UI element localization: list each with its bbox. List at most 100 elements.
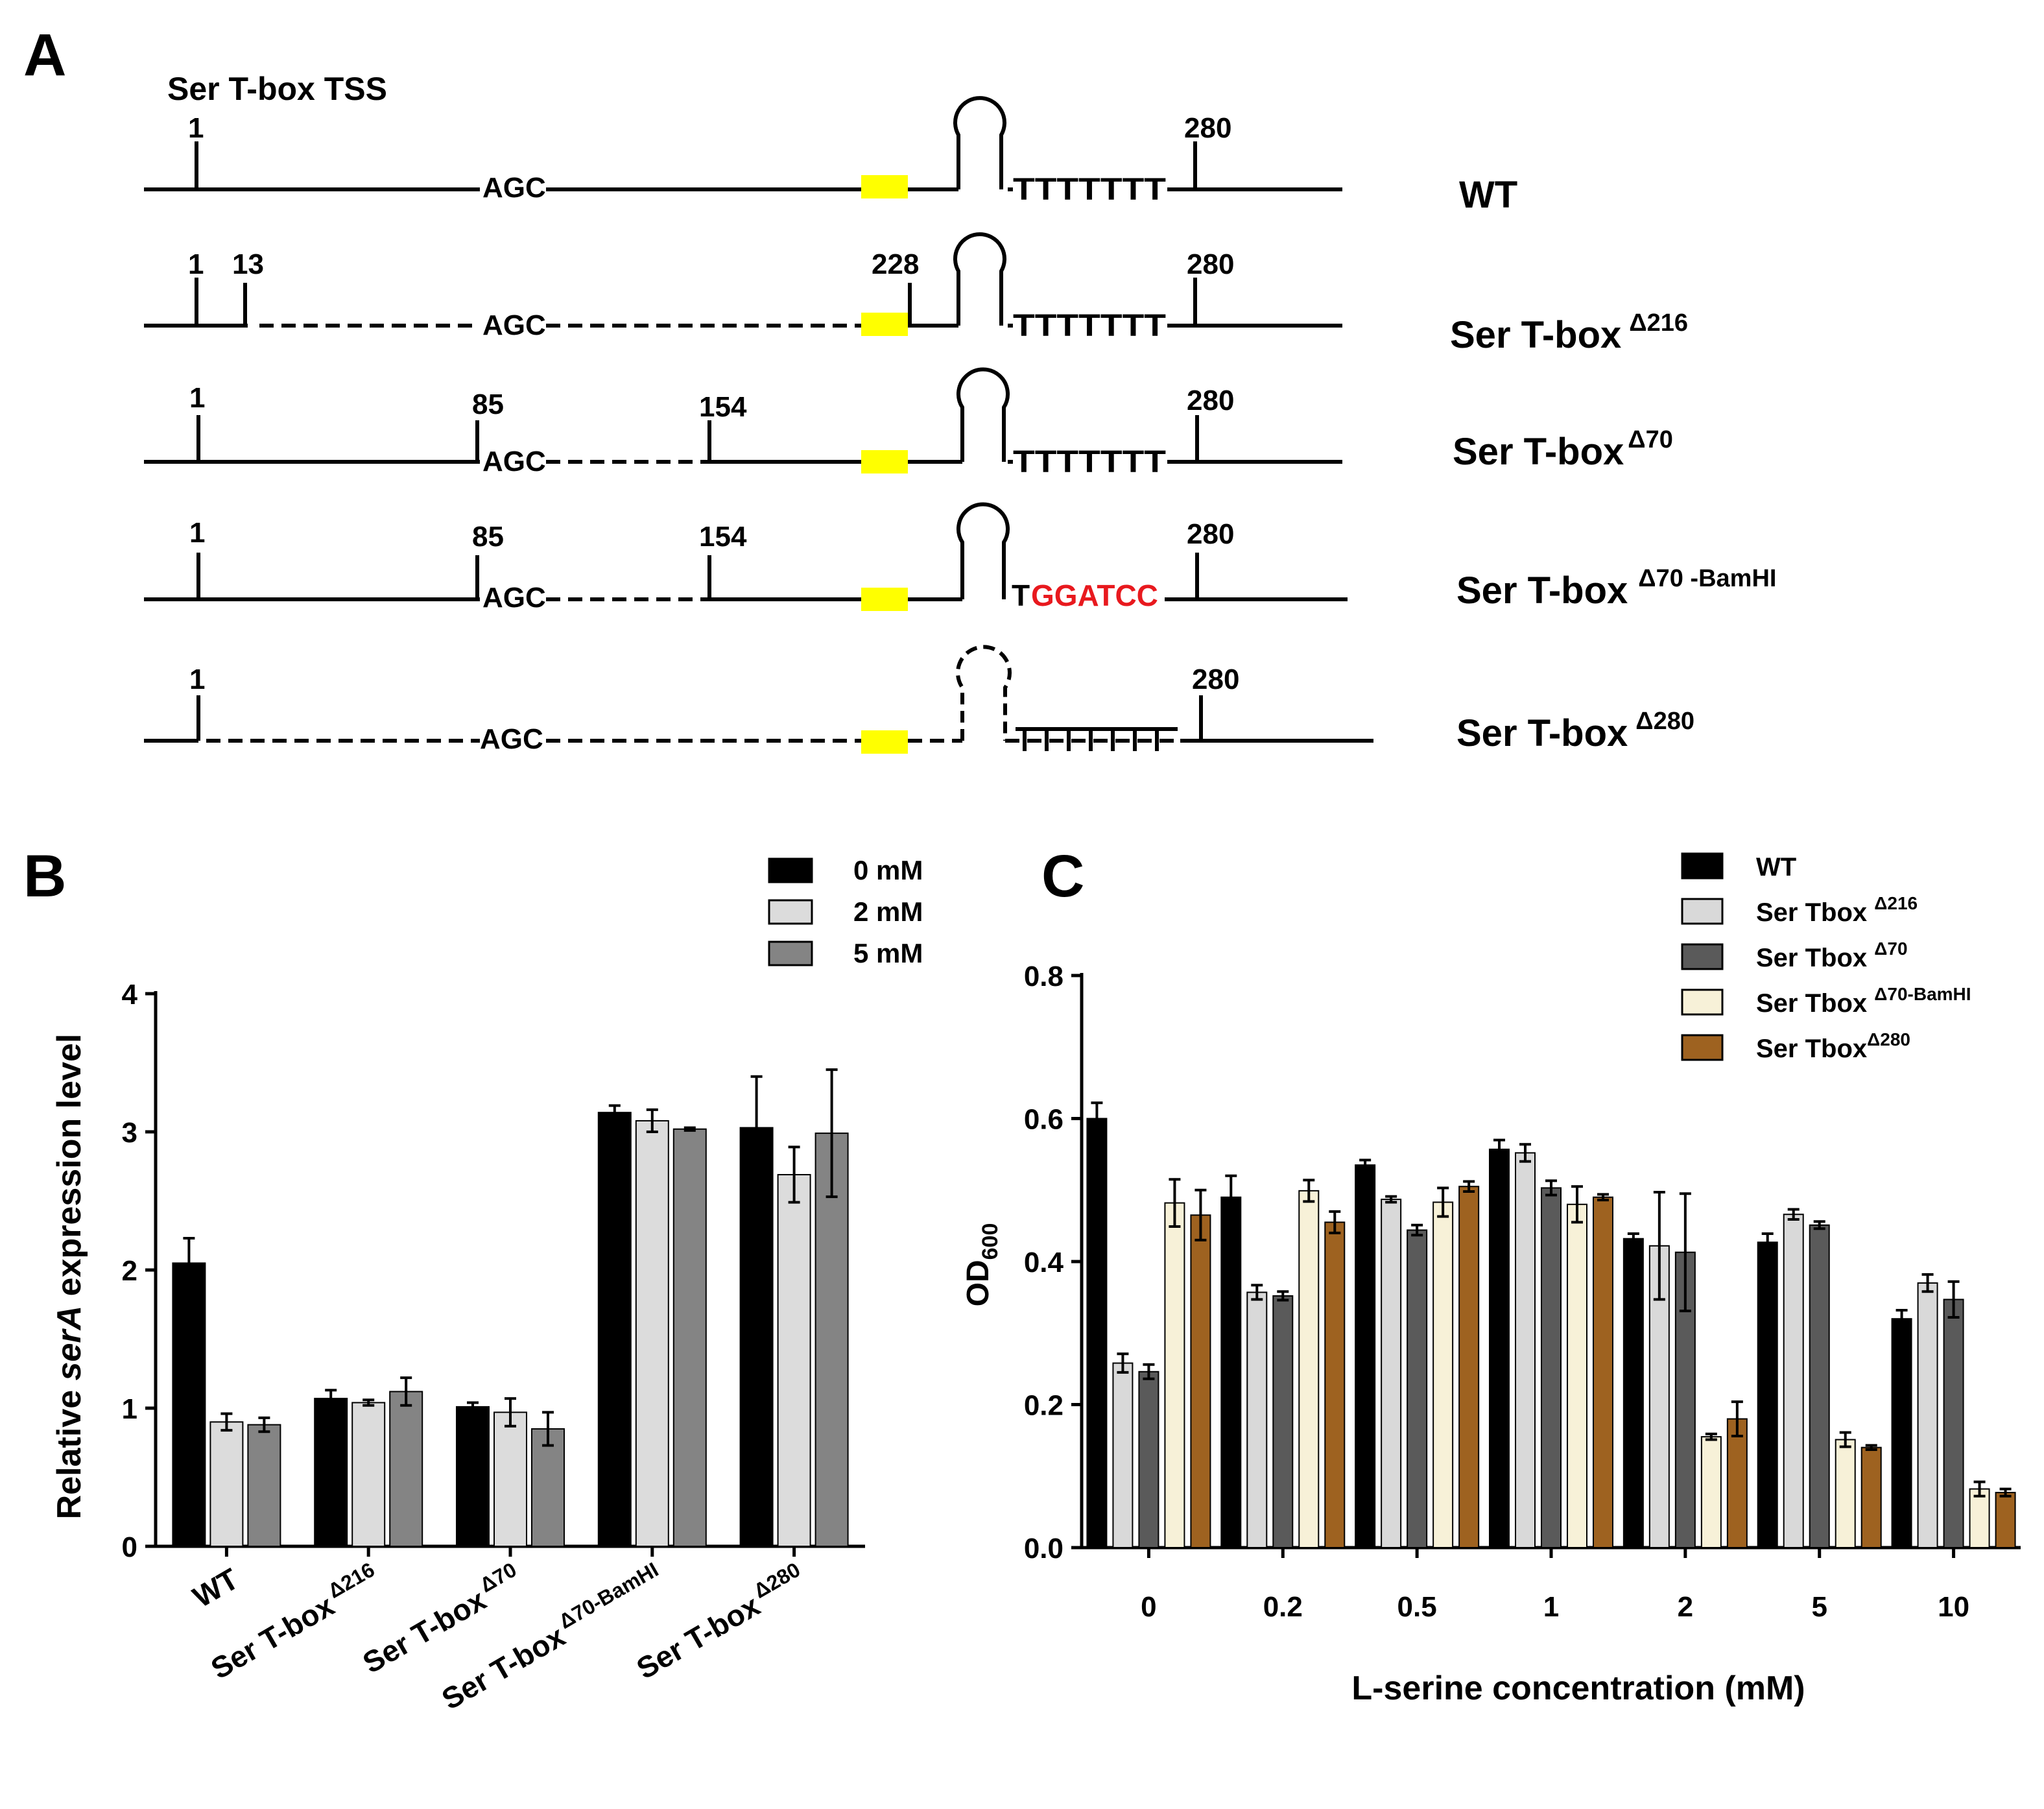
- construct-wt: [144, 96, 1342, 191]
- codon-d70: AGC: [482, 446, 546, 477]
- box-d280: [861, 730, 908, 754]
- x-tick-label: 1: [1543, 1591, 1559, 1623]
- bar: [1407, 1229, 1428, 1548]
- terminator-d216: TTTTTTT: [1013, 309, 1166, 343]
- bar: [1969, 1488, 1990, 1548]
- x-tick-label-base: Ser T-box: [631, 1588, 766, 1686]
- legend-label: 2 mM: [853, 896, 923, 927]
- bar: [1272, 1295, 1294, 1549]
- construct-d70: [144, 367, 1342, 464]
- tick-label-280: 280: [1187, 385, 1234, 416]
- panel-a-label: A: [23, 22, 66, 88]
- bar: [1674, 1251, 1696, 1548]
- panel-c-label: C: [1041, 843, 1084, 909]
- panel-b: B 0 1 2 3 4 0 mM 2 mM 5 mM Relative serA expre…: [23, 843, 923, 1716]
- bar: [1246, 1291, 1268, 1548]
- construct-d70-bamhi: [144, 502, 1348, 601]
- construct-name-d280: Ser T-box Δ280: [1456, 708, 1694, 754]
- bar: [1700, 1436, 1722, 1549]
- bar: [1835, 1439, 1856, 1548]
- box-d70: [861, 450, 908, 473]
- terminator-wt: TTTTTTT: [1013, 173, 1166, 207]
- tick-label-280: 280: [1192, 664, 1239, 695]
- legend-swatch: [1681, 943, 1724, 970]
- bar: [1917, 1282, 1938, 1548]
- y-tick-label: 0.4: [1024, 1247, 1064, 1278]
- bar: [1891, 1318, 1912, 1548]
- bar: [1567, 1203, 1587, 1549]
- bar: [1220, 1196, 1242, 1548]
- y-tick-label: 1: [122, 1393, 137, 1425]
- y-tick-label: 0.2: [1024, 1390, 1064, 1422]
- tick-label-1: 1: [189, 517, 205, 549]
- bar: [1432, 1201, 1454, 1549]
- x-tick-label-base: Ser T-box: [436, 1619, 571, 1716]
- bar: [1622, 1238, 1644, 1548]
- y-tick-label: 0: [122, 1531, 137, 1563]
- bar: [1324, 1221, 1346, 1549]
- bar: [209, 1421, 244, 1548]
- bar: [1381, 1199, 1402, 1548]
- y-tick-label: 3: [122, 1117, 137, 1149]
- legend-label: 0 mM: [853, 855, 923, 885]
- x-tick-label-base: WT: [187, 1562, 244, 1614]
- tick-label-1: 1: [188, 248, 204, 280]
- bamhi-t: T: [1012, 579, 1030, 612]
- bar: [1164, 1202, 1185, 1548]
- legend-label: WT: [1756, 853, 1796, 881]
- panel-a: A Ser T-box TSS AGC TTTTTTT 1 280 WT: [23, 22, 1776, 755]
- box-wt: [861, 175, 908, 198]
- construct-name-d70-bamhi: Ser T-box Δ70 -BamHI: [1456, 565, 1776, 612]
- construct-name-d216: Ser T-box Δ216: [1450, 309, 1688, 356]
- legend-swatch: [1681, 988, 1724, 1016]
- panel-b-legend: 0 mM 2 mM 5 mM: [768, 855, 923, 968]
- x-tick-label: 5: [1811, 1591, 1827, 1623]
- legend-label: Ser Tbox Δ70-BamHI: [1756, 984, 1971, 1018]
- bar: [1541, 1187, 1562, 1548]
- construct-d216: [144, 232, 1342, 328]
- bar: [635, 1120, 669, 1547]
- x-tick-label: 0.5: [1397, 1591, 1437, 1623]
- x-tick-label: 2: [1678, 1591, 1693, 1623]
- x-tick-label-base: Ser T-box: [357, 1583, 492, 1680]
- bar: [247, 1424, 281, 1548]
- bar: [1860, 1446, 1882, 1548]
- codon-d280: AGC: [480, 723, 543, 755]
- tick-label-1: 1: [188, 112, 204, 144]
- y-tick-label: 0.8: [1024, 961, 1064, 992]
- bar: [351, 1402, 386, 1547]
- x-tick-label: 0.2: [1263, 1591, 1303, 1623]
- bar: [1783, 1214, 1804, 1548]
- x-tick-label-sup: Δ70: [476, 1558, 521, 1597]
- legend-label-sup: Δ70: [1874, 939, 1907, 959]
- legend-swatch: [1681, 1034, 1724, 1061]
- bar: [1489, 1148, 1510, 1548]
- legend-swatch: [1681, 898, 1724, 925]
- tick-label-228: 228: [872, 248, 919, 280]
- bar: [456, 1406, 490, 1548]
- bar: [1298, 1190, 1320, 1549]
- panel-c-plot: 0.0 0.2 0.4 0.6 0.8 0 0.2 0.5 1 2 5 10: [1024, 961, 2021, 1623]
- legend-swatch: [768, 899, 813, 925]
- bar: [1355, 1164, 1376, 1548]
- bar: [1515, 1152, 1536, 1549]
- tick-label-280: 280: [1184, 112, 1231, 144]
- y-tick-label: 0.0: [1024, 1533, 1064, 1564]
- tick-label-154: 154: [699, 521, 747, 553]
- bar: [1138, 1371, 1159, 1548]
- panel-b-y-axis-label: Relative serA expression level: [51, 1034, 88, 1520]
- bar: [172, 1262, 206, 1547]
- bar: [1593, 1196, 1613, 1548]
- x-tick-label-base: Ser T-box: [205, 1588, 340, 1686]
- panel-b-plot: 0 1 2 3 4: [122, 979, 865, 1563]
- tick-label-85: 85: [472, 521, 504, 553]
- bar: [1809, 1224, 1830, 1548]
- tick-label-1: 1: [189, 664, 205, 695]
- x-tick-label-sup: Δ280: [750, 1558, 804, 1603]
- tick-label-280: 280: [1187, 518, 1234, 550]
- legend-label-sup: Δ216: [1874, 893, 1918, 913]
- codon-d70-bamhi: AGC: [482, 582, 546, 614]
